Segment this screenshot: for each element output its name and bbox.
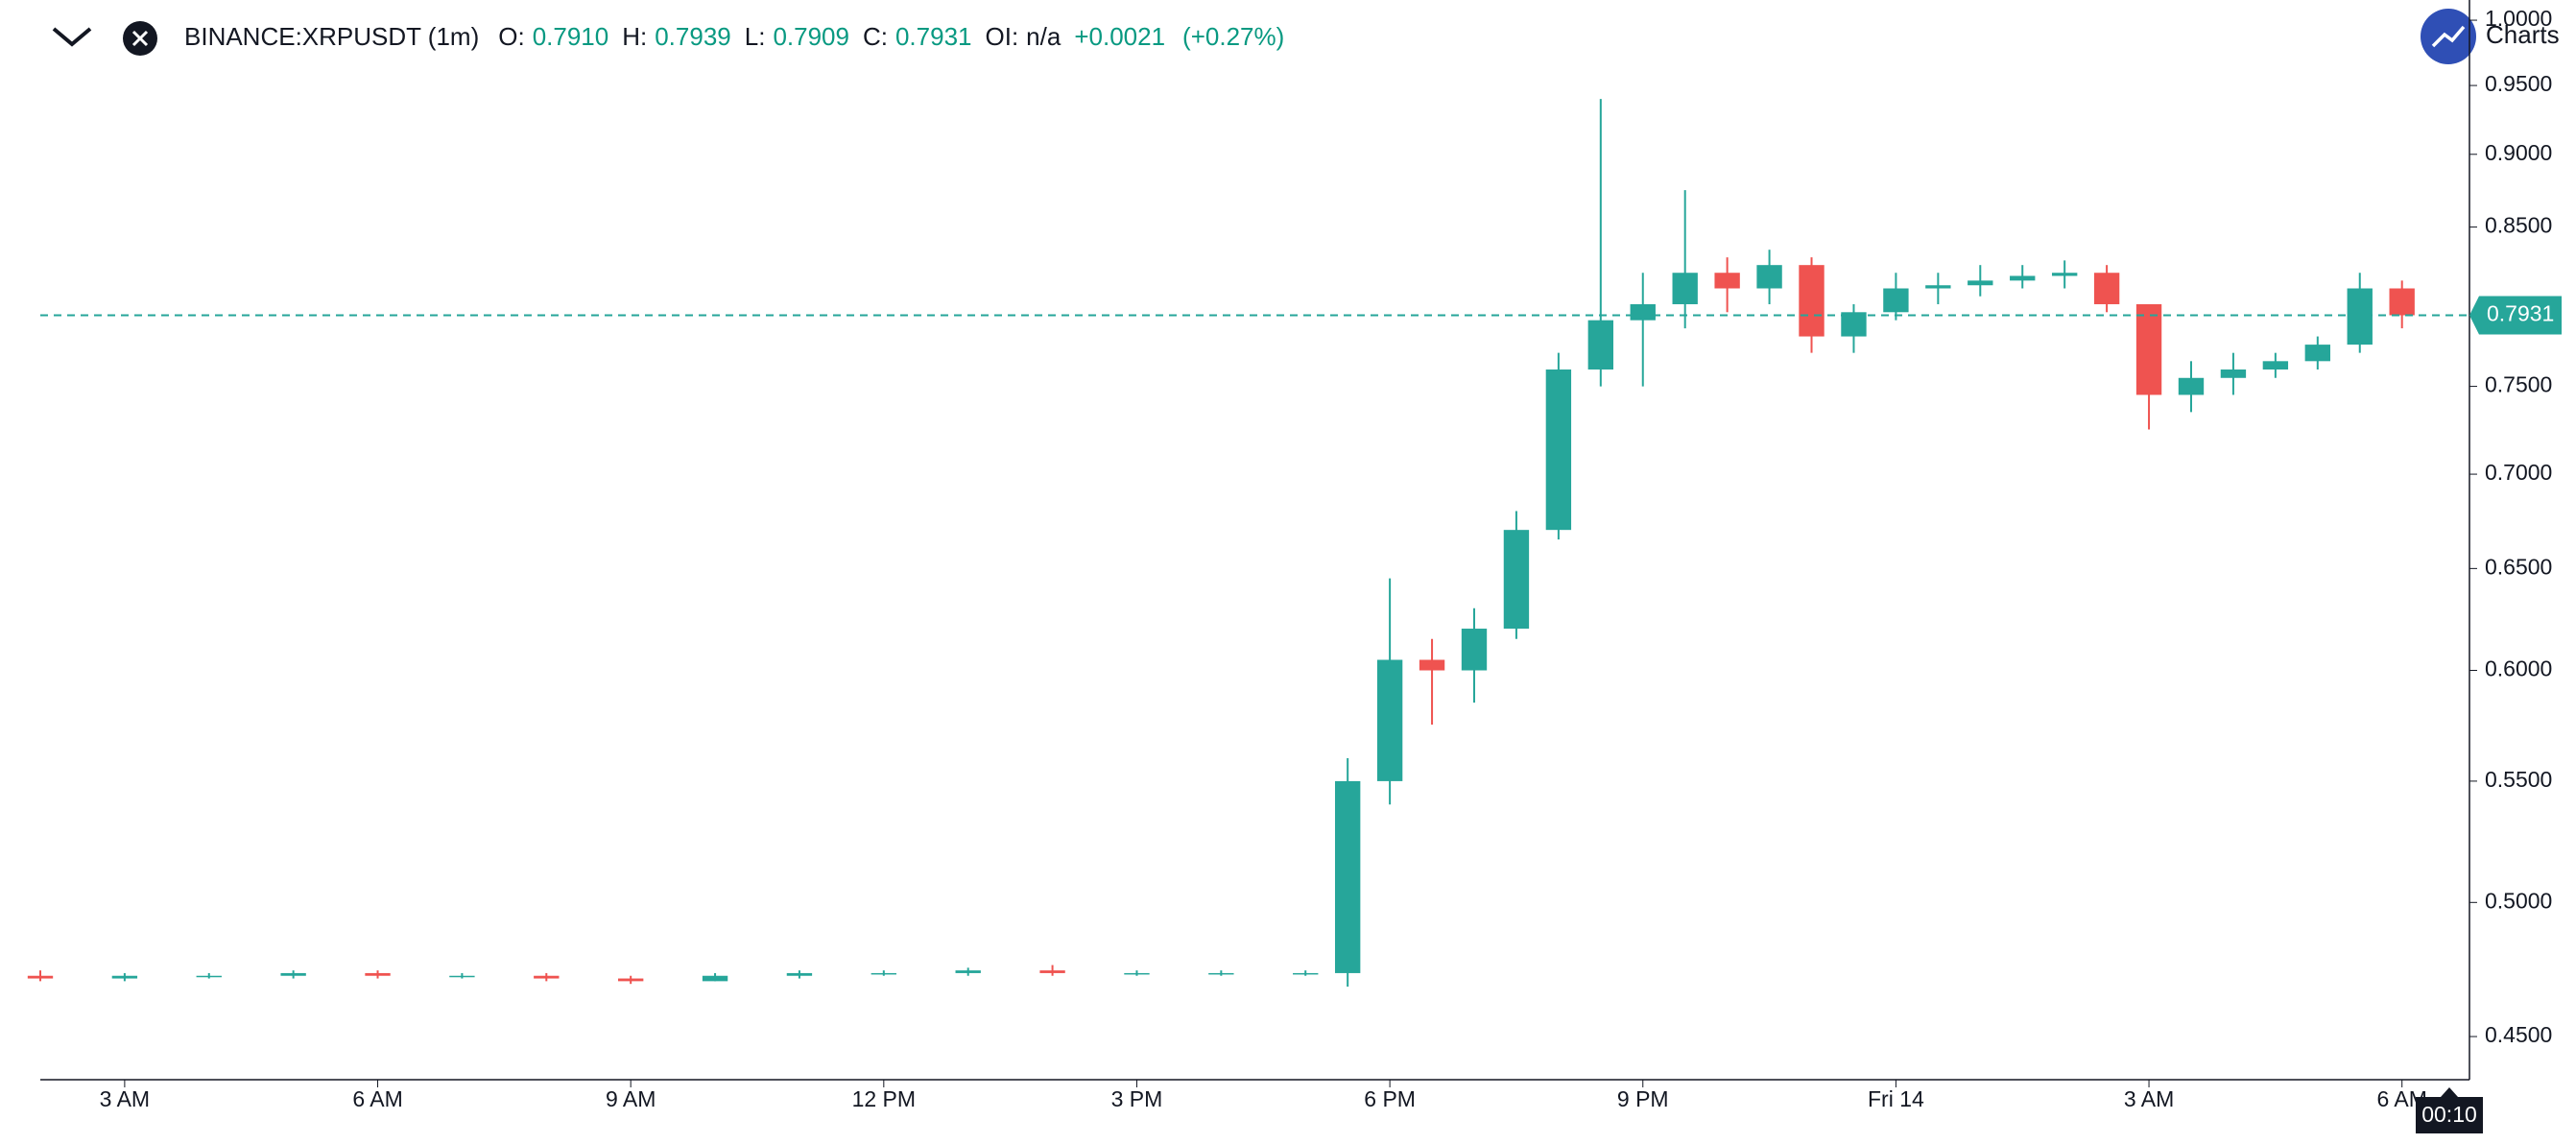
x-tick-label: 6 PM: [1364, 1086, 1416, 1111]
x-tick-label: 3 AM: [2124, 1086, 2174, 1111]
field-value: 0.7909: [773, 22, 849, 51]
candle-body: [1461, 629, 1488, 671]
candle-body: [1925, 285, 1951, 289]
candle-body: [449, 975, 475, 978]
candle-body: [2262, 361, 2289, 370]
candle-body: [2010, 275, 2036, 281]
candle-body: [196, 975, 222, 978]
candle-body: [2051, 273, 2078, 276]
candle-body: [1124, 972, 1150, 975]
candle-body: [1968, 280, 1993, 286]
candle-body: [1334, 780, 1361, 973]
candle-body: [1545, 369, 1572, 531]
candle-body: [2347, 288, 2373, 346]
close-cross: [131, 30, 149, 47]
legend: BINANCE:XRPUSDT (1m) O: 0.7910 H: 0.7939 L: 0.…: [184, 22, 1284, 51]
y-tick-label: 0.9000: [2485, 140, 2552, 165]
last-price-box: [2469, 296, 2562, 335]
candle-body: [1503, 530, 1530, 630]
y-tick-label: 0.7500: [2485, 372, 2552, 397]
candle-body: [2220, 369, 2247, 378]
candle-body: [2135, 303, 2162, 395]
time-label: 00:10: [2421, 1102, 2477, 1127]
x-tick-label: 9 PM: [1617, 1086, 1669, 1111]
candle-body: [2093, 273, 2120, 304]
time-label-arrow: [2441, 1087, 2458, 1097]
last-price-label: 0.7931: [2487, 301, 2554, 326]
y-tick-label: 0.6000: [2485, 656, 2552, 681]
candle-body: [27, 975, 54, 979]
field-value: 0.7931: [895, 22, 972, 51]
change: +0.0021: [1074, 22, 1165, 51]
change-pct: (+0.27%): [1182, 22, 1284, 51]
candle-body: [871, 972, 897, 975]
field-value: 0.7939: [655, 22, 731, 51]
time-label-box: [2416, 1097, 2483, 1133]
candle-body: [702, 975, 728, 982]
candle-body: [1841, 312, 1867, 337]
y-tick-label: 0.5000: [2485, 888, 2552, 913]
candle-body: [1208, 972, 1234, 975]
y-tick-label: 0.7000: [2485, 460, 2552, 485]
candle-body: [1039, 970, 1065, 973]
y-tick-label: 0.9500: [2485, 71, 2552, 96]
candle-body: [1630, 303, 1656, 321]
candle-body: [1376, 659, 1403, 781]
field-label: C:: [863, 22, 888, 51]
field-label: H:: [622, 22, 647, 51]
collapse-icon[interactable]: [52, 27, 92, 47]
field-value: n/a: [1026, 22, 1061, 51]
candle-body: [1883, 288, 1909, 313]
candle-body: [534, 975, 560, 979]
candle-body: [1672, 273, 1698, 304]
y-tick-label: 0.6500: [2485, 554, 2552, 579]
y-tick-label: 0.8500: [2485, 213, 2552, 238]
field-label: O:: [498, 22, 524, 51]
candle-body: [1714, 273, 1740, 289]
y-tick-label: 0.4500: [2485, 1022, 2552, 1047]
candle-body: [2304, 345, 2330, 362]
x-tick-label: 3 AM: [100, 1086, 150, 1111]
candle-body: [1419, 659, 1445, 671]
x-tick-label: 9 AM: [606, 1086, 656, 1111]
candle-body: [365, 972, 391, 976]
x-tick-label: 3 PM: [1111, 1086, 1163, 1111]
logo-icon: [2431, 25, 2466, 48]
candle-body: [280, 972, 306, 976]
field-label: OI:: [986, 22, 1019, 51]
field-label: L:: [745, 22, 766, 51]
candle-body: [2389, 288, 2415, 316]
candle-body: [955, 970, 981, 973]
x-tick-label: 6 AM: [352, 1086, 402, 1111]
candle-body: [1756, 265, 1782, 289]
y-tick-label: 0.5500: [2485, 767, 2552, 792]
candle-body: [1293, 972, 1319, 975]
y-tick-label: 1.0000: [2485, 6, 2552, 31]
candle-body: [111, 975, 138, 979]
candle-body: [2178, 377, 2205, 395]
field-value: 0.7910: [533, 22, 609, 51]
logo-text: Charts: [2486, 20, 2560, 49]
candle-body: [617, 978, 644, 982]
candle-body: [1799, 265, 1825, 337]
x-tick-label: Fri 14: [1868, 1086, 1924, 1111]
candle-body: [786, 972, 813, 976]
symbol: BINANCE:XRPUSDT (1m): [184, 22, 479, 51]
x-tick-label: 12 PM: [852, 1086, 916, 1111]
candle-body: [1587, 320, 1613, 370]
